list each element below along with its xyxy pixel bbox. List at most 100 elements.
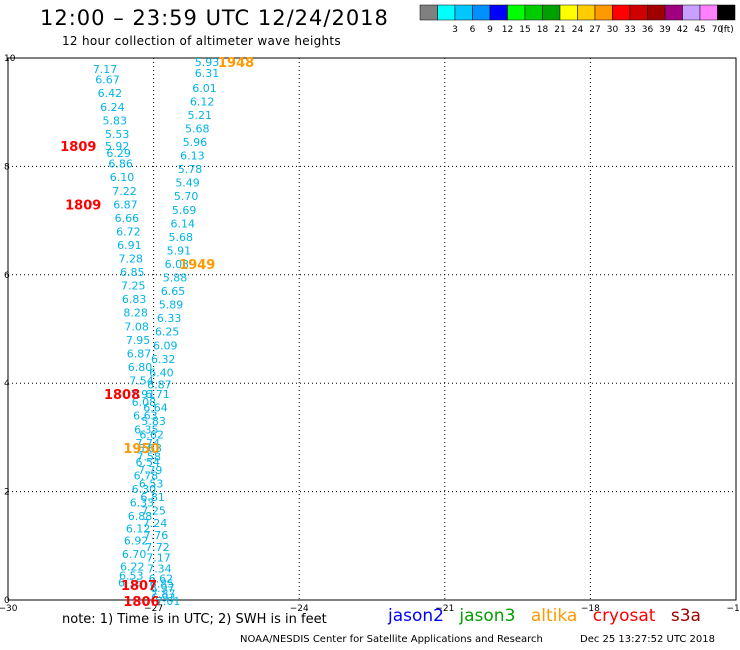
legend-swatch xyxy=(664,4,683,21)
wave-height-value: 6.63 xyxy=(137,442,162,455)
wave-height-value: 7.17 xyxy=(93,63,118,76)
wave-height-value: 6.42 xyxy=(98,87,123,100)
legend-swatch xyxy=(717,4,736,21)
legend-tick-label: 24 xyxy=(572,25,584,35)
wave-height-value: 6.87 xyxy=(147,378,172,391)
wave-height-value: 7.25 xyxy=(141,505,166,518)
wave-height-value: 6.91 xyxy=(117,239,142,252)
wave-height-value: 6.87 xyxy=(127,347,152,360)
y-tick-label: 10 xyxy=(4,54,16,64)
wave-height-value: 7.34 xyxy=(147,563,172,576)
wave-height-value: 6.78 xyxy=(134,469,159,482)
legend-unit: (ft) xyxy=(720,25,734,35)
legend-swatch xyxy=(524,4,543,21)
y-tick-label: 2 xyxy=(4,488,10,498)
color-legend: 3 6 9 12 15 18 21 24 27 30 33 36 39 42 45 70 (ft) xyxy=(419,4,736,37)
footnote: note: 1) Time is in UTC; 2) SWH is in fe… xyxy=(62,612,327,627)
wave-height-value: 6.22 xyxy=(120,560,145,573)
legend-swatch xyxy=(647,4,666,21)
y-tick-label: 6 xyxy=(4,271,10,281)
wave-height-value: 5.92 xyxy=(105,140,130,153)
wave-height-value: 5.93 xyxy=(195,56,220,69)
orbit-number-label: 1808 xyxy=(104,388,140,403)
page-title: 12:00 – 23:59 UTC 12/24/2018 xyxy=(40,6,389,30)
wave-height-value: 5.68 xyxy=(185,122,210,135)
wave-height-value: 6.33 xyxy=(130,496,155,509)
legend-tick-label: 6 xyxy=(470,25,476,35)
map-frame xyxy=(7,57,737,601)
x-tick-label: −21 xyxy=(435,604,454,614)
wave-height-value: 6.93 xyxy=(151,591,176,604)
y-tick-label: 8 xyxy=(4,162,10,172)
wave-height-value: 6.85 xyxy=(120,266,145,279)
legend-swatch xyxy=(507,4,526,21)
legend-tick-label: 3 xyxy=(452,25,458,35)
wave-height-value: 7.87 xyxy=(151,587,176,600)
wave-height-value: 5.49 xyxy=(175,177,200,190)
wave-height-value: 6.80 xyxy=(128,361,153,374)
satellite-cryosat: cryosat xyxy=(592,606,656,626)
wave-height-value: 6.54 xyxy=(136,456,161,469)
x-tick-label: −18 xyxy=(581,604,600,614)
wave-height-value: 7.17 xyxy=(146,552,171,565)
wave-height-value: 7.74 xyxy=(136,437,161,450)
orbit-number-label: 1807 xyxy=(121,579,157,594)
legend-tick-label: 9 xyxy=(487,25,493,35)
wave-height-value: 8.28 xyxy=(123,307,148,320)
wave-height-value: 5.21 xyxy=(187,109,212,122)
wave-height-value: 6.85 xyxy=(150,578,175,591)
legend-tick-label: 70 xyxy=(712,25,724,35)
legend-swatch xyxy=(472,4,491,21)
wave-height-value: 6.67 xyxy=(95,74,120,87)
wave-height-value: 6.32 xyxy=(151,353,176,366)
wave-height-value: 5.88 xyxy=(163,272,188,285)
x-tick-label: −30 xyxy=(0,604,18,614)
wave-height-value: 5.91 xyxy=(167,244,192,257)
wave-height-value: 6.13 xyxy=(180,150,205,163)
wave-height-value: 7.72 xyxy=(145,541,170,554)
wave-height-value: 6.53 xyxy=(139,477,164,490)
legend-tick-label: 36 xyxy=(642,25,654,35)
wave-height-value: 5.69 xyxy=(172,204,197,217)
wave-height-value: 6.88 xyxy=(128,510,153,523)
y-tick-label: 0 xyxy=(4,596,10,606)
wave-height-value: 7.79 xyxy=(138,464,163,477)
wave-height-value: 6.86 xyxy=(108,158,133,171)
wave-height-value: 6.12 xyxy=(190,95,215,108)
wave-height-value: 7.01 xyxy=(156,595,181,608)
wave-height-value: 5.83 xyxy=(103,114,128,127)
wave-height-value: 6.62 xyxy=(139,429,164,442)
legend-tick-label: 39 xyxy=(659,25,671,35)
wave-height-value: 7.91 xyxy=(131,388,156,401)
page-subtitle: 12 hour collection of altimeter wave hei… xyxy=(62,34,341,48)
wave-height-value: 6.63 xyxy=(133,410,158,423)
legend-tick-label: 30 xyxy=(607,25,619,35)
legend-tick-label: 12 xyxy=(502,25,513,35)
orbit-number-label: 1948 xyxy=(218,56,254,71)
legend-swatch xyxy=(577,4,596,21)
wave-height-value: 6.09 xyxy=(153,339,178,352)
y-tick-label: 4 xyxy=(4,379,10,389)
legend-swatch xyxy=(489,4,508,21)
wave-height-value: 7.24 xyxy=(143,517,168,530)
x-tick-label: −15 xyxy=(727,604,740,614)
wave-height-value: 6.30 xyxy=(132,483,157,496)
wave-height-value: 6.66 xyxy=(115,212,140,225)
wave-height-value: 6.03 xyxy=(165,258,190,271)
legend-swatch xyxy=(419,4,438,21)
wave-height-value: 7.95 xyxy=(126,334,151,347)
wave-height-value: 6.24 xyxy=(100,101,125,114)
generation-timestamp: Dec 25 13:27:52 UTC 2018 xyxy=(580,634,715,645)
satellite-altika: altika xyxy=(530,606,578,626)
legend-tick-label: 21 xyxy=(554,25,565,35)
credit-line: NOAA/NESDIS Center for Satellite Applica… xyxy=(240,634,543,645)
wave-height-value: 7.58 xyxy=(136,450,161,463)
wave-height-value: 6.62 xyxy=(149,572,174,585)
legend-swatch xyxy=(699,4,718,21)
orbit-number-label: 1949 xyxy=(179,258,215,273)
wave-height-value: 7.08 xyxy=(124,320,149,333)
orbit-number-label: 1809 xyxy=(65,198,101,213)
satellite-s3a: s3a xyxy=(670,606,701,626)
wave-height-value: 6.16 xyxy=(118,577,143,590)
